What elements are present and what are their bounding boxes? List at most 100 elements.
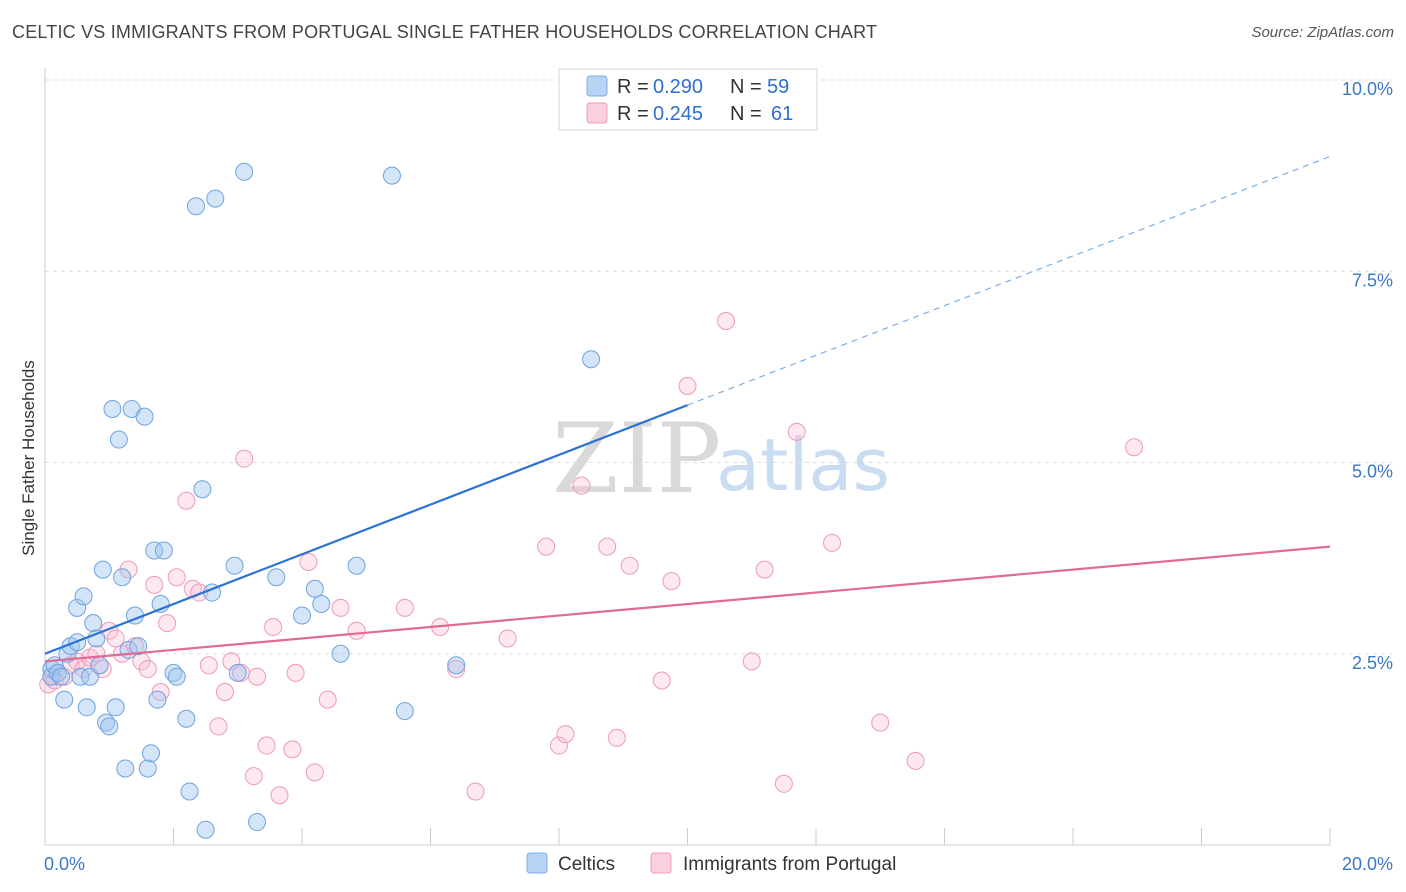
portugal-point (209, 717, 228, 736)
portugal-point (598, 537, 617, 556)
celtics-point (116, 759, 135, 778)
legend-r-value-1: 0.290 (653, 76, 703, 98)
portugal-point (119, 560, 138, 579)
celtics-point (55, 690, 74, 709)
celtics-point (248, 813, 267, 832)
celtics-point (138, 759, 157, 778)
portugal-point (537, 537, 556, 556)
portugal-point (662, 572, 681, 591)
bottom-legend: Celtics Immigrants from Portugal (526, 852, 896, 875)
celtics-point (84, 614, 103, 633)
portugal-point (299, 552, 318, 571)
legend-swatch-portugal (586, 102, 608, 124)
celtics-point (235, 162, 254, 181)
y-tick-labels: 2.5% 5.0% 7.5% 10.0% (1342, 79, 1393, 673)
x-tick-label: 20.0% (1342, 854, 1393, 874)
portugal-point (556, 725, 575, 744)
portugal-point (235, 449, 254, 468)
data-points (39, 162, 1144, 839)
portugal-trend-line (44, 545, 1331, 663)
portugal-point (871, 713, 890, 732)
celtics-point (135, 407, 154, 426)
bottom-legend-celtics: Celtics (558, 854, 615, 875)
portugal-point (283, 740, 302, 759)
celtics-point (447, 656, 466, 675)
celtics-point (177, 709, 196, 728)
celtics-point (331, 644, 350, 663)
celtics-point (267, 568, 286, 587)
portugal-point (607, 728, 626, 747)
celtics-point (196, 820, 215, 839)
x-tick-label: 0.0% (44, 854, 85, 874)
celtics-point (228, 663, 247, 682)
celtics-point (312, 595, 331, 614)
watermark-zip: ZIP (552, 403, 721, 515)
celtics-point (90, 656, 109, 675)
portugal-point (145, 575, 164, 594)
celtics-point (106, 698, 125, 717)
celtics-point (145, 541, 164, 560)
portugal-point (318, 690, 337, 709)
portugal-point (222, 652, 241, 671)
legend-n-label-2: N = (730, 103, 762, 125)
celtics-point (129, 637, 148, 656)
portugal-point (305, 763, 324, 782)
portugal-point (395, 598, 414, 617)
portugal-point (106, 629, 125, 648)
portugal-point (331, 598, 350, 617)
portugal-point (652, 671, 671, 690)
celtics-point (382, 166, 401, 185)
celtics-point (206, 189, 225, 208)
portugal-point (215, 683, 234, 701)
legend-r-label-1: R = (617, 76, 649, 98)
portugal-point (1125, 438, 1144, 457)
y-tick-label: 10.0% (1342, 79, 1393, 99)
source-label: Source: ZipAtlas.com (1251, 24, 1394, 41)
portugal-point (158, 614, 177, 633)
portugal-point (787, 422, 806, 441)
celtics-point (80, 667, 99, 686)
bottom-legend-swatch-portugal (650, 852, 672, 874)
celtics-point (293, 606, 311, 625)
portugal-point (447, 660, 466, 679)
grid (45, 79, 1392, 655)
bottom-legend-portugal: Immigrants from Portugal (683, 854, 896, 875)
celtics-point (347, 556, 366, 575)
portugal-point (550, 736, 568, 755)
celtics-point (74, 587, 93, 606)
portugal-point (498, 629, 517, 648)
celtics-point (100, 717, 119, 736)
legend-n-label-1: N = (730, 76, 762, 98)
y-tick-label: 7.5% (1352, 270, 1393, 290)
celtics-point (103, 399, 122, 418)
portugal-point (755, 560, 774, 579)
celtics-point (305, 579, 324, 598)
celtics-point (186, 197, 205, 216)
legend-swatch-celtics (586, 75, 608, 97)
portugal-point (244, 767, 263, 786)
legend-n-value-2: 61 (771, 103, 793, 125)
celtics-point (582, 350, 601, 369)
celtics-point (180, 782, 199, 801)
portugal-point (717, 311, 736, 330)
portugal-point (466, 782, 485, 801)
celtics-point (87, 629, 106, 648)
portugal-point (906, 751, 925, 770)
celtics-trend-extension (687, 155, 1331, 406)
y-axis-title: Single Father Households (19, 360, 38, 556)
x-tick-labels: 0.0% 20.0% (44, 854, 1393, 874)
portugal-point (347, 621, 366, 640)
celtics-trend-line (44, 404, 688, 655)
portugal-point (620, 556, 639, 575)
portugal-point (742, 652, 761, 671)
portugal-point (138, 660, 157, 679)
y-tick-label: 2.5% (1352, 653, 1393, 673)
bottom-legend-swatch-celtics (526, 852, 548, 874)
legend-r-value-2: 0.245 (653, 103, 703, 125)
celtics-point (52, 667, 71, 686)
portugal-point (270, 786, 289, 805)
portugal-point (248, 667, 267, 686)
legend-n-value-1: 59 (767, 76, 789, 98)
y-tick-label: 5.0% (1352, 462, 1393, 482)
celtics-point (142, 744, 161, 763)
